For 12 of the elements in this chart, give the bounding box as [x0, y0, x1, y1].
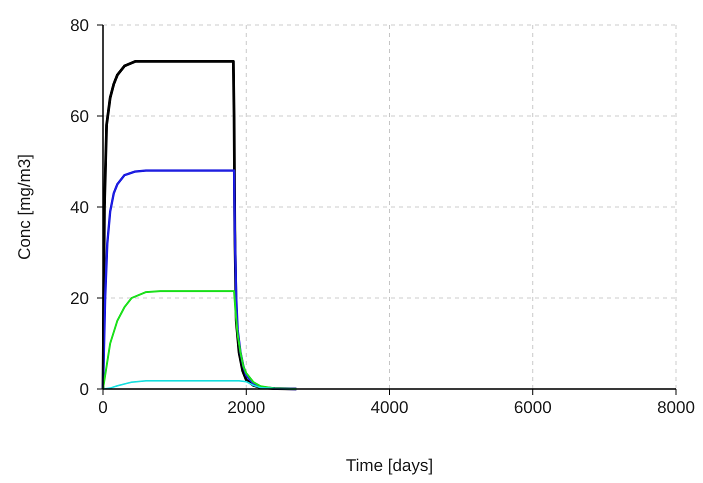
- x-tick-label: 4000: [370, 398, 408, 417]
- y-tick-label: 60: [70, 106, 89, 126]
- y-tick-label: 0: [80, 380, 89, 399]
- x-tick-label: 0: [98, 398, 108, 417]
- y-tick-label: 40: [70, 198, 89, 217]
- x-tick-label: 8000: [657, 398, 695, 417]
- y-tick-label: 80: [70, 16, 89, 35]
- x-tick-label: 2000: [227, 398, 266, 417]
- x-tick-label: 6000: [514, 398, 552, 417]
- y-tick-label: 20: [70, 288, 89, 308]
- x-axis-title: Time [days]: [346, 456, 434, 475]
- y-axis-title: Conc [mg/m3]: [15, 154, 34, 260]
